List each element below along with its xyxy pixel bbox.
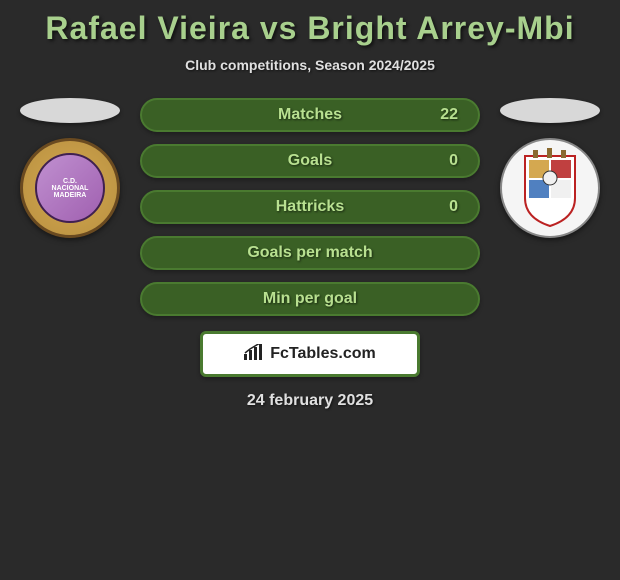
shield-icon bbox=[515, 148, 585, 228]
club-badge-right bbox=[500, 138, 600, 238]
stat-row-goals-per-match: Goals per match bbox=[140, 236, 480, 270]
stat-label: Min per goal bbox=[263, 290, 357, 308]
stat-value: 22 bbox=[440, 106, 458, 124]
page-title: Rafael Vieira vs Bright Arrey-Mbi bbox=[0, 10, 620, 47]
club-badge-left-inner: C.D. NACIONAL MADEIRA bbox=[35, 153, 105, 223]
comparison-card: Rafael Vieira vs Bright Arrey-Mbi Club c… bbox=[0, 0, 620, 420]
stats-column: Matches 22 Goals 0 Hattricks 0 Goals per… bbox=[140, 98, 480, 316]
brand-box[interactable]: FcTables.com bbox=[200, 331, 420, 377]
right-column bbox=[500, 98, 600, 238]
main-row: C.D. NACIONAL MADEIRA Matches 22 Goals 0… bbox=[0, 98, 620, 316]
club-badge-left: C.D. NACIONAL MADEIRA bbox=[20, 138, 120, 238]
stat-value: 0 bbox=[449, 198, 458, 216]
date-text: 24 february 2025 bbox=[0, 392, 620, 410]
brand-text: FcTables.com bbox=[270, 345, 376, 363]
player-oval-right bbox=[500, 98, 600, 123]
subtitle: Club competitions, Season 2024/2025 bbox=[0, 57, 620, 73]
stat-label: Matches bbox=[278, 106, 342, 124]
chart-icon bbox=[244, 344, 264, 365]
stat-row-min-per-goal: Min per goal bbox=[140, 282, 480, 316]
left-column: C.D. NACIONAL MADEIRA bbox=[20, 98, 120, 238]
stat-row-goals: Goals 0 bbox=[140, 144, 480, 178]
stat-label: Hattricks bbox=[276, 198, 344, 216]
stat-row-matches: Matches 22 bbox=[140, 98, 480, 132]
stat-label: Goals bbox=[288, 152, 332, 170]
stat-value: 0 bbox=[449, 152, 458, 170]
stat-row-hattricks: Hattricks 0 bbox=[140, 190, 480, 224]
stat-label: Goals per match bbox=[247, 244, 372, 262]
player-oval-left bbox=[20, 98, 120, 123]
